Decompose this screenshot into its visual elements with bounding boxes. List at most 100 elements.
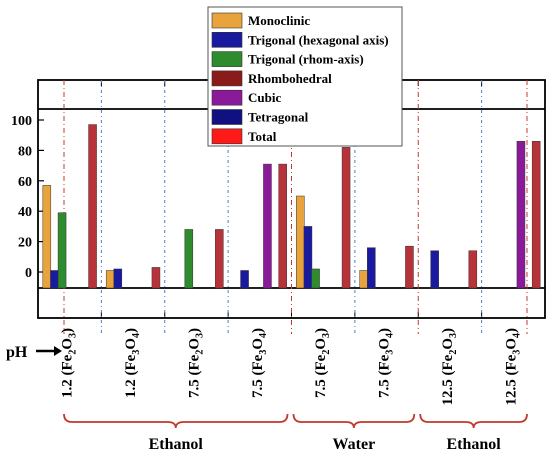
- bar: [240, 270, 249, 289]
- x-category-text: 7.5 (Fe2O3): [313, 328, 332, 398]
- y-tick-label: 0: [25, 266, 32, 281]
- x-category-text: 12.5 (Fe3O4): [503, 328, 522, 406]
- x-label-part: 12.5 (Fe: [503, 354, 519, 405]
- x-label-part: ): [313, 328, 329, 333]
- x-label-part: 12.5 (Fe: [440, 354, 456, 405]
- bar: [468, 250, 478, 289]
- bar: [105, 270, 115, 289]
- x-label-subscript: 3: [258, 350, 269, 355]
- bar: [88, 124, 97, 289]
- x-label-subscript: 3: [68, 333, 79, 338]
- x-label-part: O: [503, 338, 519, 350]
- group-label: Water: [333, 436, 376, 453]
- bar: [405, 245, 414, 289]
- x-category-text: 1.2 (Fe2O3): [60, 328, 79, 398]
- ph-arrow-head: [54, 346, 62, 356]
- x-label-part: 1.2 (Fe: [123, 354, 139, 398]
- group-brace: [419, 413, 528, 429]
- group-label: Ethanol: [149, 436, 204, 453]
- x-label-part: O: [186, 338, 202, 350]
- legend-swatch: [211, 128, 243, 145]
- x-category-text: 7.5 (Fe3O4): [377, 328, 396, 398]
- x-label-part: O: [313, 338, 329, 350]
- group-label: Ethanol: [447, 436, 502, 453]
- x-category-label: 7.5 (Fe2O3): [313, 328, 332, 398]
- bars: [42, 124, 541, 289]
- x-label-part: ): [186, 328, 202, 333]
- group-brace: [63, 413, 289, 429]
- group-brace: [292, 413, 416, 429]
- y-tick-label: 60: [18, 175, 32, 190]
- legend-swatch: [211, 70, 243, 87]
- legend-swatch: [211, 31, 243, 48]
- y-tick-label: 100: [11, 114, 32, 129]
- bar: [359, 270, 368, 289]
- bar: [303, 226, 313, 289]
- x-label-part: ): [503, 328, 519, 333]
- legend-label: Rhombohedral: [248, 71, 332, 86]
- group-braces: Ethanol Water Ethanol: [63, 413, 528, 453]
- x-label-subscript: 2: [68, 350, 79, 355]
- x-label-part: 7.5 (Fe: [313, 354, 329, 398]
- y-tick-label: 40: [18, 205, 32, 220]
- x-category-label: 7.5 (Fe3O4): [250, 328, 269, 398]
- ph-text: pH: [6, 344, 28, 361]
- x-label-part: O: [60, 338, 76, 350]
- x-label-part: ): [250, 328, 266, 333]
- legend-label: Tetragonal: [248, 110, 309, 125]
- y-axis: 0 20 40 60 80 100: [11, 114, 44, 281]
- x-category-label: 1.2 (Fe3O4): [123, 328, 142, 398]
- x-label-part: O: [440, 338, 456, 350]
- x-label-subscript: 2: [321, 350, 332, 355]
- bar: [531, 141, 541, 289]
- legend-swatch: [211, 89, 243, 106]
- bar: [278, 163, 287, 289]
- bar: [113, 268, 123, 289]
- legend-label: Monoclinic: [248, 13, 310, 28]
- bar: [215, 229, 224, 289]
- legend-label: Trigonal (hexagonal axis): [248, 32, 389, 47]
- legend-label: Total: [248, 129, 277, 144]
- y-tick-label: 20: [18, 236, 32, 251]
- bar: [296, 195, 305, 289]
- x-label-part: ): [60, 328, 76, 333]
- x-category-label: 12.5 (Fe2O3): [440, 328, 459, 406]
- x-axis-labels: 1.2 (Fe2O3)1.2 (Fe3O4)7.5 (Fe2O3)7.5 (Fe…: [60, 328, 523, 406]
- x-label-part: O: [250, 338, 266, 350]
- x-category-text: 1.2 (Fe3O4): [123, 328, 142, 398]
- x-category-text: 7.5 (Fe2O3): [186, 328, 205, 398]
- legend-swatch: [211, 12, 243, 29]
- bar: [42, 185, 52, 289]
- bar: [50, 270, 59, 289]
- bar: [516, 141, 526, 289]
- x-label-part: 1.2 (Fe: [60, 354, 76, 398]
- x-label-subscript: 3: [448, 333, 459, 338]
- ph-label: pH: [6, 344, 62, 361]
- bar: [184, 229, 194, 289]
- x-label-part: 7.5 (Fe: [377, 354, 393, 398]
- x-label-part: ): [377, 328, 393, 333]
- x-label-part: ): [440, 328, 456, 333]
- x-label-subscript: 3: [131, 350, 142, 355]
- x-category-label: 12.5 (Fe3O4): [503, 328, 522, 406]
- x-label-subscript: 2: [194, 350, 205, 355]
- x-label-subscript: 3: [194, 333, 205, 338]
- x-label-subscript: 3: [385, 350, 396, 355]
- bar: [341, 147, 351, 289]
- x-label-subscript: 2: [448, 350, 459, 355]
- legend-swatch: [211, 51, 243, 67]
- x-label-subscript: 4: [385, 333, 396, 338]
- x-category-text: 7.5 (Fe3O4): [250, 328, 269, 398]
- x-label-subscript: 4: [131, 333, 142, 338]
- x-category-label: 1.2 (Fe2O3): [60, 328, 79, 398]
- x-label-part: O: [123, 338, 139, 350]
- x-category-label: 7.5 (Fe3O4): [377, 328, 396, 398]
- legend-label: Trigonal (rhom-axis): [248, 52, 364, 67]
- x-label-part: 7.5 (Fe: [250, 354, 266, 398]
- bar: [430, 250, 439, 289]
- x-label-subscript: 3: [321, 333, 332, 338]
- bar: [311, 268, 320, 289]
- bar: [367, 247, 376, 289]
- x-label-subscript: 4: [511, 333, 522, 338]
